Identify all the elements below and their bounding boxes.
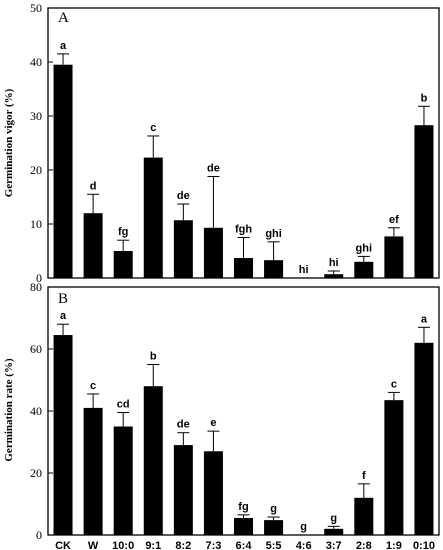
significance-label: fgh [235,224,252,236]
y-tick-label: 80 [30,280,42,294]
significance-label: cd [117,399,130,411]
significance-label: ef [389,214,399,226]
x-tick-label: CK [55,540,71,550]
y-tick-label: 20 [30,466,42,480]
y-tick-label: 0 [36,271,42,285]
x-tick-label: 10:0 [112,540,134,550]
significance-label: ghi [356,242,373,254]
bar [414,342,434,535]
bar [53,64,73,278]
significance-label: de [207,162,220,174]
y-tick-label: 0 [36,528,42,542]
significance-label: g [270,503,277,515]
significance-label: d [90,180,97,192]
bar [324,528,344,535]
bar [53,335,73,535]
x-tick-label: W [88,540,99,550]
significance-label: c [90,380,96,392]
y-tick-label: 20 [30,163,42,177]
significance-label: de [177,190,190,202]
bar [113,426,133,535]
significance-label: b [421,92,428,104]
bar [234,517,253,535]
x-tick-label: 1:9 [386,540,402,550]
bar [264,260,284,278]
panel-tag: B [58,291,68,307]
significance-label: a [60,310,67,322]
significance-label: fg [238,501,248,513]
bar [234,258,253,278]
significance-label: c [150,122,156,134]
y-tick-label: 40 [30,55,42,69]
bar [143,157,163,278]
x-tick-label: 6:4 [236,540,253,550]
panel-tag: A [58,10,69,26]
bar [83,213,103,278]
bar [384,400,404,535]
bar [113,251,133,278]
bar [264,520,284,535]
bar [143,386,163,535]
y-axis-title: Germination vigor (%) [3,88,15,197]
bar [354,497,374,535]
y-tick-label: 40 [30,404,42,418]
x-tick-label: 8:2 [175,540,191,550]
x-tick-label: 2:8 [356,540,372,550]
y-tick-label: 30 [30,109,42,123]
significance-label: a [421,313,428,325]
y-tick-label: 60 [30,342,42,356]
y-tick-label: 10 [30,217,42,231]
bar [83,407,103,535]
bar [173,220,193,278]
x-tick-label: 0:10 [413,540,435,550]
y-tick-label: 50 [30,1,42,15]
x-tick-label: 7:3 [205,540,221,550]
x-tick-label: 9:1 [145,540,161,550]
significance-label: fg [118,226,128,238]
bar [354,261,374,278]
bar [203,451,223,535]
x-tick-label: 5:5 [266,540,282,550]
significance-label: g [330,512,337,524]
significance-label: hi [329,257,339,269]
y-axis-title: Germination rate (%) [3,358,15,462]
x-tick-label: 3:7 [326,540,342,550]
significance-label: c [391,378,397,390]
significance-label: ghi [265,228,282,240]
bar [324,274,344,278]
x-tick-label: 4:6 [296,540,312,550]
plot-frame [47,286,440,536]
bar [203,227,223,278]
significance-label: g [300,521,307,533]
panel-a-chart: A Germination vigor (%) 0 10 20 30 40 50 a d fg c de… [3,1,440,285]
significance-label: a [60,40,67,52]
significance-label: de [177,419,190,431]
bar [414,125,434,279]
significance-label: b [150,351,157,363]
bar [173,445,193,535]
significance-label: f [362,470,366,482]
significance-label: e [210,417,216,429]
bar [384,236,404,278]
significance-label: hi [299,264,309,276]
